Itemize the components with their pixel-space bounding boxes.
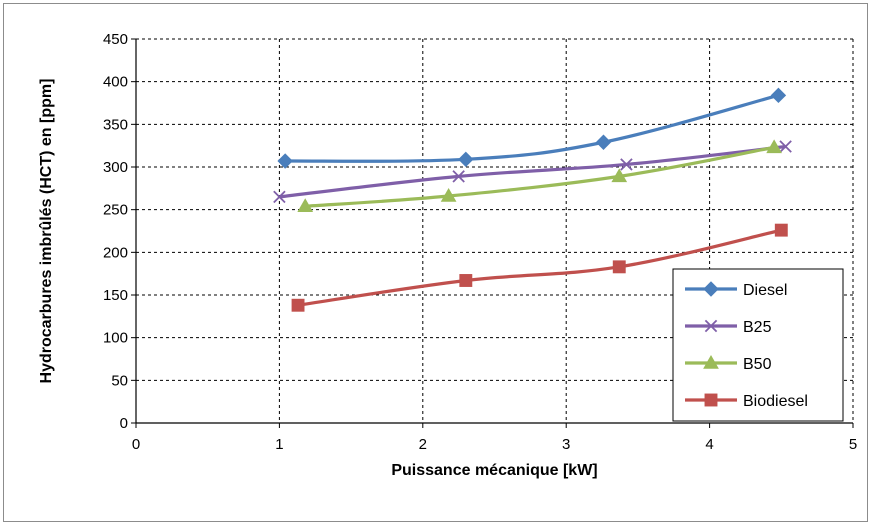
data-point bbox=[620, 158, 633, 171]
data-point bbox=[704, 319, 718, 333]
legend-item: Biodiesel bbox=[685, 393, 808, 410]
x-tick-label: 4 bbox=[705, 436, 713, 453]
x-tick-label: 3 bbox=[562, 436, 570, 453]
series-line bbox=[279, 144, 786, 199]
data-point bbox=[291, 298, 305, 312]
legend-label: B50 bbox=[743, 356, 772, 373]
series-lines bbox=[273, 87, 792, 312]
data-point bbox=[766, 139, 782, 154]
data-point bbox=[611, 168, 628, 183]
series-b25 bbox=[273, 140, 792, 204]
series-biodiesel bbox=[291, 223, 788, 312]
data-point bbox=[458, 151, 474, 168]
data-point bbox=[440, 188, 457, 202]
legend-label: B25 bbox=[743, 319, 772, 336]
legend-box bbox=[672, 268, 844, 422]
data-point bbox=[703, 281, 719, 297]
x-tick-label: 5 bbox=[849, 436, 857, 453]
data-point bbox=[779, 140, 792, 153]
legend-item: Diesel bbox=[685, 281, 787, 299]
data-point bbox=[770, 87, 787, 104]
data-point bbox=[273, 190, 286, 204]
y-tick-label: 100 bbox=[103, 330, 128, 347]
y-tick-label: 200 bbox=[103, 244, 128, 261]
legend-item: B50 bbox=[685, 354, 772, 373]
legend-label: Biodiesel bbox=[743, 393, 808, 410]
x-tick-label: 0 bbox=[132, 436, 140, 453]
y-tick-label: 450 bbox=[103, 31, 128, 48]
y-tick-label: 350 bbox=[103, 116, 128, 133]
data-point bbox=[704, 393, 718, 407]
y-axis-title: Hydrocarbures imbrûlés (HCT) en [ppm] bbox=[38, 79, 55, 384]
data-point bbox=[297, 198, 314, 213]
y-tick-label: 0 bbox=[120, 415, 128, 432]
data-point bbox=[459, 274, 473, 287]
data-point bbox=[595, 134, 612, 150]
y-tick-label: 50 bbox=[111, 372, 128, 389]
series-line bbox=[297, 228, 782, 307]
data-point bbox=[277, 153, 293, 169]
axes bbox=[131, 38, 854, 428]
x-tick-label: 1 bbox=[275, 436, 283, 453]
legend-label: Diesel bbox=[743, 282, 787, 299]
data-point bbox=[703, 354, 719, 369]
y-tick-label: 400 bbox=[103, 74, 128, 91]
series-line bbox=[305, 145, 775, 208]
series-diesel bbox=[277, 87, 787, 169]
legend-item: B25 bbox=[685, 319, 772, 336]
data-point bbox=[612, 260, 626, 274]
x-tick-label: 2 bbox=[419, 436, 427, 453]
data-point bbox=[452, 170, 465, 183]
y-tick-label: 150 bbox=[103, 287, 128, 304]
chart-area: 0 50 100 150 200 250 300 350 400 450 0 1 2 3 4 5 Puissa… bbox=[3, 3, 868, 522]
series-line bbox=[285, 93, 779, 163]
legend: Diesel B25 B50 Biodiesel bbox=[672, 268, 844, 422]
y-tick-label: 250 bbox=[103, 202, 128, 219]
line-chart: 0 50 100 150 200 250 300 350 400 450 0 1 2 3 4 5 Puissa… bbox=[38, 31, 857, 479]
y-tick-label: 300 bbox=[103, 159, 128, 176]
x-axis-title: Puissance mécanique [kW] bbox=[391, 462, 597, 479]
tick-labels: 0 50 100 150 200 250 300 350 400 450 0 1 2 3 4 5 bbox=[103, 31, 857, 453]
series-b50 bbox=[297, 139, 782, 213]
data-point bbox=[774, 223, 788, 237]
